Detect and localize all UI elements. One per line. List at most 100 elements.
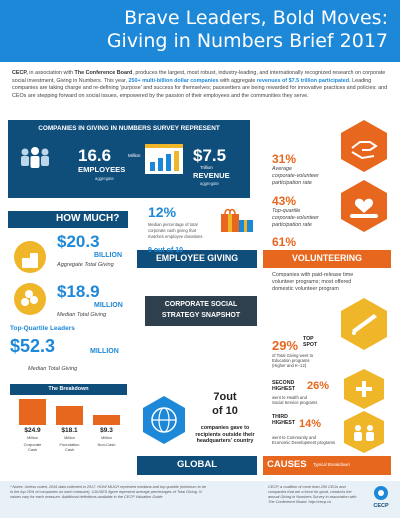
coins-icon <box>14 241 46 273</box>
vol-text-3a-visible: Companies with paid-release time <box>272 272 354 278</box>
employee-match-text-1: Median percentage of total <box>148 222 198 227</box>
employees-label: EMPLOYEES <box>78 165 126 174</box>
breakdown-value-2: $9.3 <box>100 427 113 434</box>
revenue-chart-icon <box>145 144 183 174</box>
cause-top-rank-2: SPOT <box>303 342 318 348</box>
global-caption-1: companies gave to <box>200 425 250 431</box>
median-giving-caption: Median Total Giving <box>57 312 107 318</box>
cause-third-desc-2: Economic Development programs <box>272 440 336 445</box>
breakdown-bar <box>10 384 127 395</box>
breakdown-bar-2 <box>93 415 120 425</box>
global-caption: companies gave to recipients outside the… <box>190 425 260 445</box>
footer <box>0 481 400 518</box>
top-quartile-caption: Median Total Giving <box>28 366 78 372</box>
volunteering-label: VOLUNTEERING <box>292 253 362 263</box>
snapshot-line2: STRATEGY SNAPSHOT <box>161 312 241 319</box>
page-title-line2: Giving in Numbers Brief 2017 <box>106 30 388 52</box>
intro-text: Leading companies are taking charge and … <box>12 77 388 99</box>
heart-hands-icon <box>341 180 387 232</box>
median-giving-value: $18.9 <box>57 282 100 301</box>
revenue-value: $7.5 <box>193 146 227 165</box>
cause-top-desc-3: (Higher and K–12) <box>272 363 307 368</box>
causes-bar <box>263 456 391 475</box>
breakdown-bar-1 <box>56 406 83 425</box>
employee-match-text-3: matches employee donations <box>148 234 203 239</box>
global-label: GLOBAL <box>176 459 218 470</box>
causes-label: CAUSES <box>267 459 307 470</box>
how-much-title: HOW MUCH? <box>56 213 120 224</box>
cause-third-rank-2: HIGHEST <box>272 420 296 426</box>
health-icon <box>344 369 384 409</box>
cause-top-pct: 29% <box>272 338 299 353</box>
vol-text-1c: participation rate <box>272 180 312 186</box>
intro-conference-board: The Conference Board <box>74 70 133 76</box>
cecp-logo-icon <box>374 486 388 500</box>
vol-text-2a: Top-quartile <box>272 208 301 214</box>
survey-title: COMPANIES IN GIVING IN NUMBERS SURVEY RE… <box>38 125 220 132</box>
cause-second-rank-1: SECOND <box>272 380 295 386</box>
revenue-label: REVENUE <box>193 171 230 180</box>
breakdown-unit-0: Million <box>27 436 38 440</box>
top-quartile-unit: MILLION <box>90 348 119 355</box>
cause-top-desc-1: of Total Giving went to <box>272 353 314 358</box>
global-big-2: of 10 <box>212 405 238 417</box>
aggregate-giving-unit: BILLION <box>94 252 122 259</box>
breakdown-unit-1: Million <box>64 436 75 440</box>
intro-revenue-highlight: revenues of $7.5 trillion participated. <box>256 77 351 84</box>
snapshot-box <box>145 296 257 326</box>
cecp-logo-text: CECP <box>373 503 389 509</box>
revenue-unit: Trillion <box>200 165 213 170</box>
intro-cecp: CECP, <box>12 70 28 76</box>
vol-text-1b: corporate-volunteer <box>272 173 319 179</box>
vol-text-2b: corporate-volunteer <box>272 215 319 221</box>
cause-third-rank-1: THIRD <box>272 414 288 420</box>
breakdown-unit-2: Million <box>101 436 112 440</box>
cause-second-pct: 26% <box>307 380 330 392</box>
page-title-line1: Brave Leaders, Bold Moves: <box>124 7 388 29</box>
cause-second-rank-2: HIGHEST <box>272 386 296 392</box>
vol-text-2c: participation rate <box>272 222 312 228</box>
cause-third-desc-1: went to Community and <box>272 435 316 440</box>
cause-second-desc-1: went to Health and <box>272 395 307 400</box>
global-bar <box>137 456 257 475</box>
breakdown-category-2: Non-Cash <box>97 442 116 447</box>
aggregate-giving-caption: Aggregate Total Giving <box>57 262 114 268</box>
gift-icon <box>221 208 253 232</box>
intro-text: with aggregate <box>218 77 257 84</box>
people-icon <box>21 147 49 168</box>
intro-text: , produces the largest, most robust, ind… <box>12 70 386 84</box>
footer-about: CECP, a coalition of more than 200 CEOs … <box>268 485 357 504</box>
cause-top-desc-2: Education programs <box>272 358 310 363</box>
breakdown-category-0: Corporate Cash <box>23 442 42 452</box>
volunteering-bar <box>263 250 391 268</box>
median-giving-unit: MILLION <box>94 302 123 309</box>
employees-unit: Million <box>128 153 141 158</box>
top-quartile-heading: Top-Quartile Leaders <box>10 325 75 332</box>
employee-match-pct: 12% <box>148 204 177 220</box>
volunteer-hand-icon <box>341 120 387 172</box>
graduation-cap-icon <box>341 298 387 350</box>
globe-icon <box>143 396 185 444</box>
breakdown-value-0: $24.9 <box>24 427 41 434</box>
revenue-sub: aggregate <box>200 181 219 186</box>
header-banner <box>0 0 400 62</box>
intro-companies-highlight: 250+ multi-billion dollar companies <box>128 77 219 84</box>
breakdown-title: The Breakdown <box>48 386 89 392</box>
causes-sub: Typical Breakdown <box>313 462 350 467</box>
community-icon <box>344 411 384 453</box>
intro-text: in association with <box>27 70 75 76</box>
intro-paragraph: CECP, in association with The Conference… <box>12 70 390 100</box>
breakdown-category-1: Foundation Cash <box>59 442 80 452</box>
breakdown-bar-0 <box>19 399 46 425</box>
employee-match-text-2: corporate cash giving that <box>148 228 196 233</box>
employee-giving-bar <box>137 250 257 268</box>
snapshot-line1: CORPORATE SOCIAL <box>164 301 238 308</box>
cause-top-rank-1: TOP <box>303 336 314 342</box>
top-quartile-value: $52.3 <box>10 336 56 356</box>
cause-second-desc-2: Social Service programs <box>272 400 318 405</box>
employee-giving-label: EMPLOYEE GIVING <box>155 253 239 263</box>
vol-text-3b: volunteer programs; most offered <box>272 279 352 285</box>
breakdown-value-1: $18.1 <box>61 427 78 434</box>
vol-text-3c: domestic volunteer program <box>272 286 339 292</box>
vol-pct-1: 31% <box>272 152 297 166</box>
